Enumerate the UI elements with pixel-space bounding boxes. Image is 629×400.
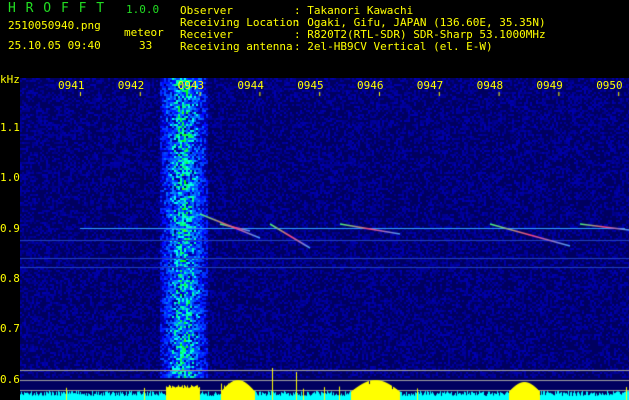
meteor-label: meteor [124,26,164,39]
app-version: 1.0.0 [126,3,160,16]
info-value: : 2el-HB9CV Vertical (el. E-W) [294,40,493,53]
frequency-label: 0.6 [0,372,20,386]
info-label: Receiving antenna [180,40,293,53]
frequency-label: 1.1 [0,121,20,134]
file-datetime: 25.10.05 09:40 [8,39,101,52]
info-label: Observer [180,4,233,17]
time-label: 0946 [357,79,384,92]
time-label: 0945 [297,79,324,92]
app-title: H R O F F T [8,1,106,16]
meteor-count: 33 [139,39,153,52]
info-value: : R820T2(RTL-SDR) SDR-Sharp 53.1000MHz [294,28,546,41]
time-label: 0941 [58,79,85,92]
time-label: 0949 [536,79,563,92]
time-label: 0944 [237,79,264,92]
frequency-label: 0.7 [0,322,20,336]
time-label: 0947 [416,79,444,92]
file-name: 2510050940.png [8,19,101,32]
spectrogram [20,78,629,400]
time-label: 0942 [117,79,145,92]
info-value: : Takanori Kawachi [294,4,414,17]
unit-label: kHz [0,73,20,86]
info-value: : Ogaki, Gifu, JAPAN (136.60E, 35.35N) [294,16,546,29]
frequency-label: 0.8 [0,271,20,285]
frequency-label: 1.0 [0,171,20,185]
time-label: 0950 [596,79,623,92]
info-label: Receiver [180,28,233,41]
time-label: 0943 [177,79,205,92]
frequency-label: 0.9 [0,221,20,235]
time-label: 0948 [476,79,504,92]
info-label: Receiving Location [180,16,300,29]
